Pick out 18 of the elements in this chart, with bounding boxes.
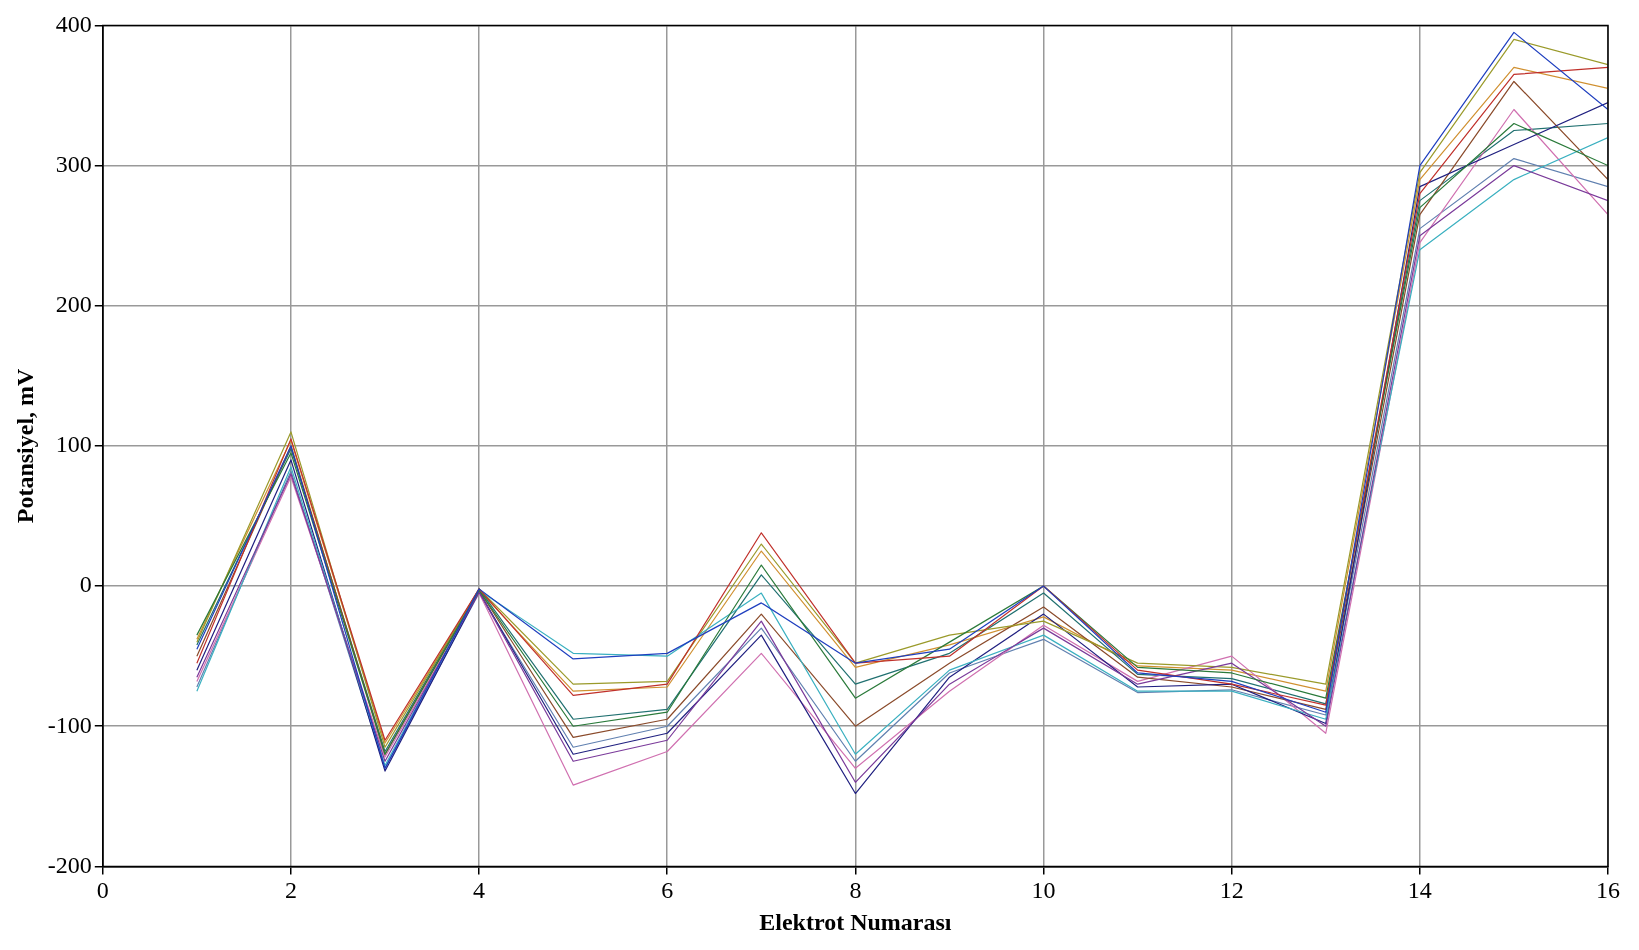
y-tick-label: 400 <box>55 10 92 37</box>
x-tick-label: 8 <box>849 877 862 904</box>
y-tick-label: -100 <box>47 711 92 738</box>
y-tick-label: -200 <box>47 851 92 878</box>
y-tick-label: 200 <box>55 291 92 318</box>
x-axis-title: Elektrot Numarası <box>759 908 952 935</box>
x-tick-label: 12 <box>1219 877 1244 904</box>
y-tick-label: 100 <box>55 431 92 458</box>
x-tick-label: 2 <box>284 877 297 904</box>
x-tick-label: 14 <box>1407 877 1432 904</box>
y-axis-title: Potansiyel, mV <box>11 367 38 524</box>
x-tick-label: 6 <box>661 877 674 904</box>
x-tick-label: 16 <box>1596 877 1620 904</box>
x-tick-label: 4 <box>473 877 486 904</box>
x-tick-label: 0 <box>96 877 109 904</box>
y-tick-label: 300 <box>55 150 92 177</box>
y-tick-label: 0 <box>79 571 92 598</box>
x-tick-label: 10 <box>1031 877 1056 904</box>
